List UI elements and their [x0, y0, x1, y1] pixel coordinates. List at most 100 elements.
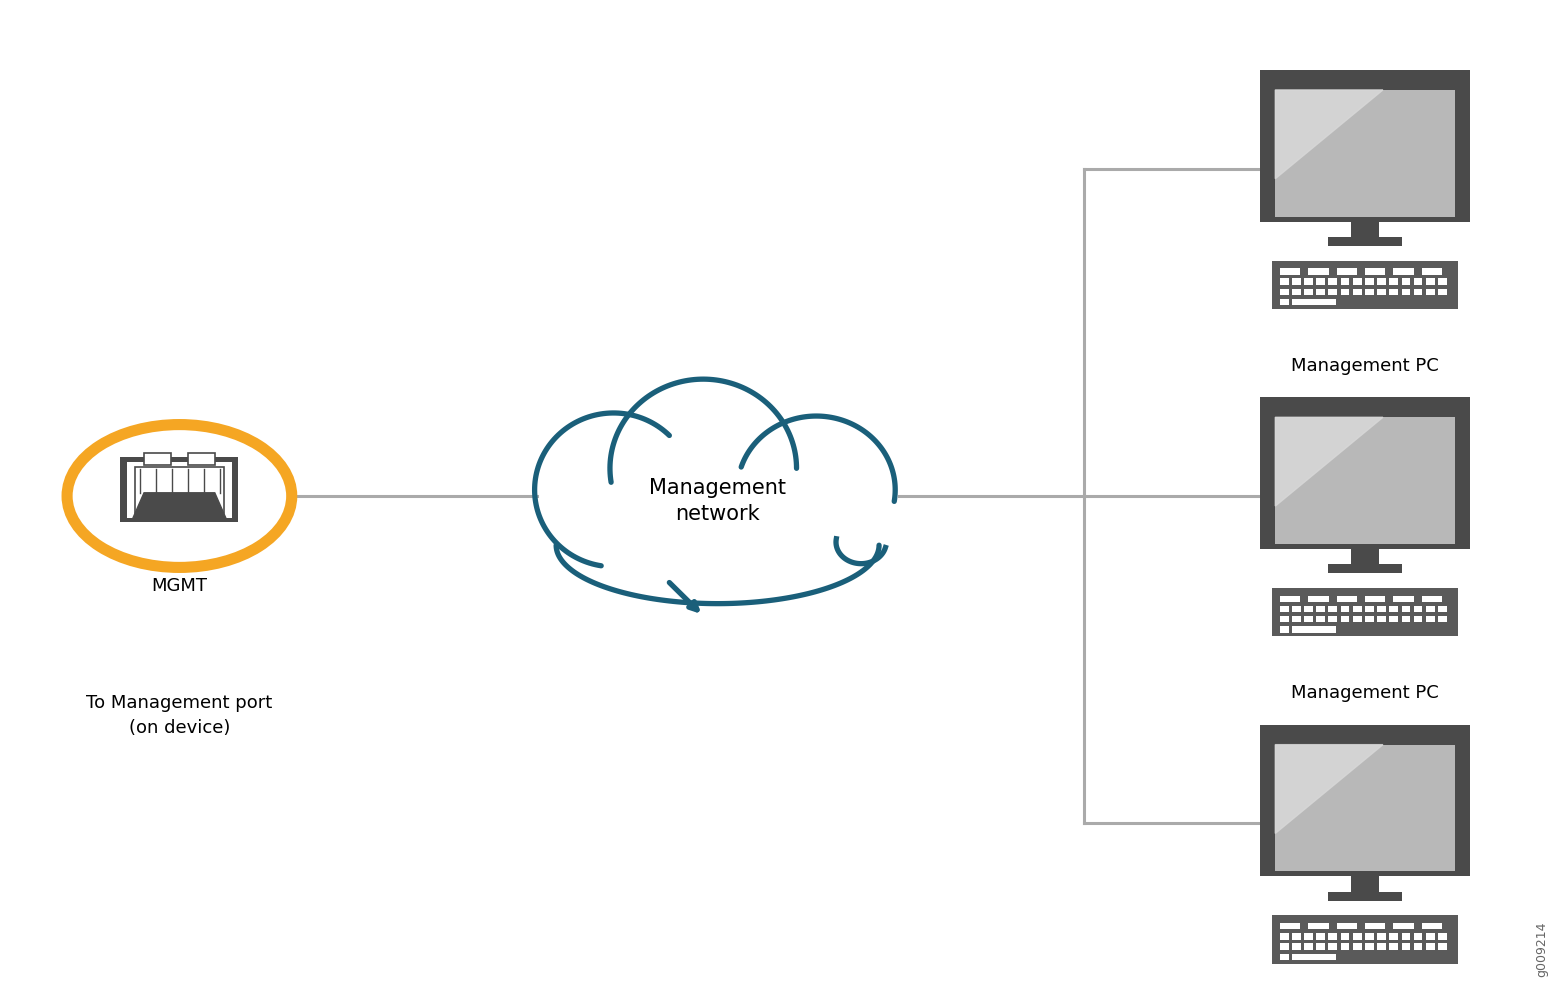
FancyBboxPatch shape	[1377, 279, 1385, 285]
FancyBboxPatch shape	[1329, 616, 1337, 622]
FancyBboxPatch shape	[1337, 923, 1357, 930]
FancyBboxPatch shape	[1401, 943, 1410, 949]
Circle shape	[67, 425, 292, 567]
Polygon shape	[1276, 745, 1384, 833]
FancyBboxPatch shape	[1309, 268, 1329, 275]
FancyBboxPatch shape	[1337, 268, 1357, 275]
FancyBboxPatch shape	[1401, 279, 1410, 285]
FancyBboxPatch shape	[1401, 606, 1410, 612]
FancyBboxPatch shape	[1426, 616, 1435, 622]
FancyBboxPatch shape	[1438, 606, 1446, 612]
FancyBboxPatch shape	[1304, 933, 1314, 939]
FancyBboxPatch shape	[1421, 595, 1443, 602]
FancyBboxPatch shape	[1329, 943, 1337, 949]
FancyBboxPatch shape	[1304, 289, 1314, 295]
FancyBboxPatch shape	[1365, 268, 1385, 275]
FancyBboxPatch shape	[1340, 616, 1349, 622]
FancyBboxPatch shape	[1365, 606, 1374, 612]
FancyBboxPatch shape	[120, 457, 239, 522]
FancyBboxPatch shape	[1390, 289, 1398, 295]
FancyBboxPatch shape	[1340, 279, 1349, 285]
FancyBboxPatch shape	[1279, 616, 1289, 622]
FancyBboxPatch shape	[1351, 876, 1379, 892]
FancyBboxPatch shape	[1438, 616, 1446, 622]
FancyBboxPatch shape	[1377, 606, 1385, 612]
FancyBboxPatch shape	[1413, 616, 1423, 622]
FancyBboxPatch shape	[1317, 279, 1324, 285]
FancyBboxPatch shape	[1353, 933, 1362, 939]
FancyBboxPatch shape	[1353, 279, 1362, 285]
FancyBboxPatch shape	[1340, 606, 1349, 612]
FancyBboxPatch shape	[1279, 268, 1299, 275]
Text: Management PC: Management PC	[1292, 357, 1438, 375]
FancyBboxPatch shape	[1317, 933, 1324, 939]
FancyBboxPatch shape	[1413, 279, 1423, 285]
FancyBboxPatch shape	[1353, 606, 1362, 612]
FancyBboxPatch shape	[1260, 398, 1470, 549]
FancyBboxPatch shape	[1353, 289, 1362, 295]
FancyBboxPatch shape	[1292, 953, 1335, 960]
FancyBboxPatch shape	[1340, 943, 1349, 949]
FancyBboxPatch shape	[1390, 943, 1398, 949]
FancyBboxPatch shape	[1365, 943, 1374, 949]
Polygon shape	[1276, 90, 1384, 179]
FancyBboxPatch shape	[1273, 261, 1457, 310]
FancyBboxPatch shape	[1401, 933, 1410, 939]
FancyBboxPatch shape	[1377, 289, 1385, 295]
FancyBboxPatch shape	[1438, 943, 1446, 949]
FancyBboxPatch shape	[1292, 626, 1335, 633]
FancyBboxPatch shape	[1365, 279, 1374, 285]
FancyBboxPatch shape	[1365, 616, 1374, 622]
FancyBboxPatch shape	[1401, 616, 1410, 622]
FancyBboxPatch shape	[1438, 289, 1446, 295]
FancyBboxPatch shape	[1304, 279, 1314, 285]
FancyBboxPatch shape	[1365, 933, 1374, 939]
FancyBboxPatch shape	[1260, 70, 1470, 221]
FancyBboxPatch shape	[187, 453, 215, 464]
FancyBboxPatch shape	[1279, 943, 1289, 949]
FancyBboxPatch shape	[1279, 595, 1299, 602]
FancyBboxPatch shape	[126, 461, 232, 518]
FancyBboxPatch shape	[1340, 289, 1349, 295]
Text: Management PC: Management PC	[1292, 684, 1438, 702]
FancyBboxPatch shape	[1309, 595, 1329, 602]
FancyBboxPatch shape	[1260, 725, 1470, 876]
FancyBboxPatch shape	[1328, 237, 1402, 246]
FancyBboxPatch shape	[1279, 289, 1289, 295]
FancyBboxPatch shape	[1426, 933, 1435, 939]
FancyBboxPatch shape	[1279, 606, 1289, 612]
FancyBboxPatch shape	[134, 466, 225, 513]
FancyBboxPatch shape	[1328, 564, 1402, 573]
FancyBboxPatch shape	[1413, 933, 1423, 939]
FancyBboxPatch shape	[1390, 606, 1398, 612]
Text: Management
network: Management network	[649, 478, 786, 524]
FancyBboxPatch shape	[1426, 289, 1435, 295]
FancyBboxPatch shape	[1438, 279, 1446, 285]
FancyBboxPatch shape	[1292, 289, 1301, 295]
FancyBboxPatch shape	[144, 453, 172, 464]
FancyBboxPatch shape	[1279, 933, 1289, 939]
FancyBboxPatch shape	[1292, 933, 1301, 939]
Text: g009214: g009214	[1535, 922, 1548, 977]
FancyBboxPatch shape	[1377, 943, 1385, 949]
FancyBboxPatch shape	[1353, 943, 1362, 949]
FancyBboxPatch shape	[1328, 892, 1402, 901]
FancyBboxPatch shape	[1340, 933, 1349, 939]
FancyBboxPatch shape	[1393, 923, 1413, 930]
FancyBboxPatch shape	[1276, 418, 1454, 544]
FancyBboxPatch shape	[1390, 616, 1398, 622]
FancyBboxPatch shape	[1426, 606, 1435, 612]
FancyBboxPatch shape	[1292, 299, 1335, 306]
FancyBboxPatch shape	[1353, 616, 1362, 622]
FancyBboxPatch shape	[1401, 289, 1410, 295]
FancyBboxPatch shape	[1292, 606, 1301, 612]
FancyBboxPatch shape	[1279, 953, 1289, 960]
FancyBboxPatch shape	[1279, 299, 1289, 306]
FancyBboxPatch shape	[1304, 616, 1314, 622]
FancyBboxPatch shape	[1317, 616, 1324, 622]
FancyBboxPatch shape	[1276, 90, 1454, 216]
FancyBboxPatch shape	[1292, 279, 1301, 285]
FancyBboxPatch shape	[1426, 279, 1435, 285]
FancyBboxPatch shape	[1279, 626, 1289, 633]
FancyBboxPatch shape	[1438, 933, 1446, 939]
